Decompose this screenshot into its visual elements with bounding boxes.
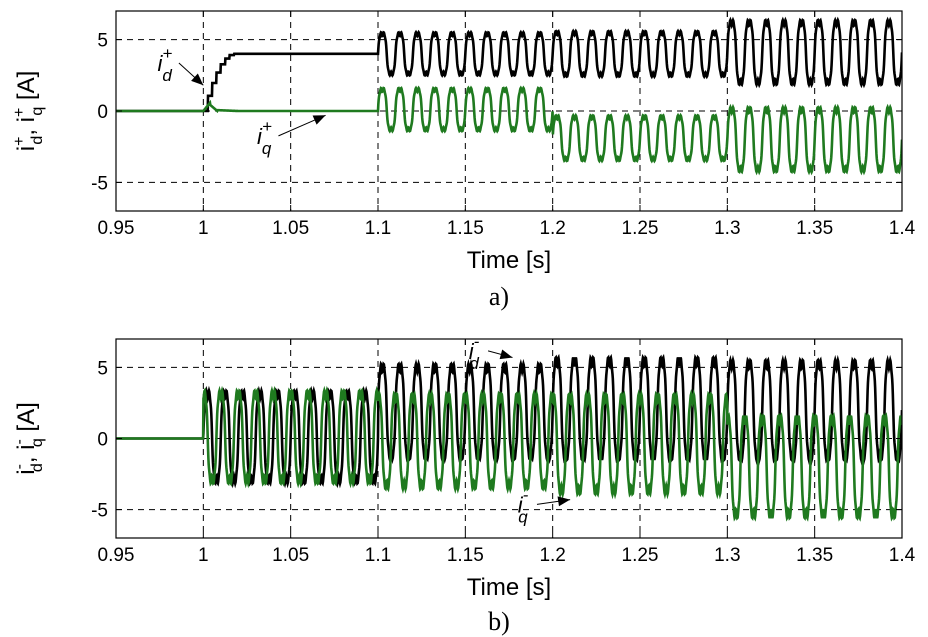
series-line-2	[116, 85, 902, 176]
x-tick-label: 1.4	[889, 218, 916, 239]
chart-panel-2: 0.95 1 1.05 1.1 1.15 1.2 1.25 1.3 1.35 1.4 -5 0 5 Tim…	[11, 332, 916, 636]
annotation-arrowhead	[312, 115, 326, 125]
x-tick-label: 1.3	[714, 545, 740, 566]
annotation-arrowhead	[191, 73, 204, 86]
y-axis-label: i+d, i+q [A]	[11, 71, 46, 152]
x-tick-label: 1.1	[365, 218, 391, 239]
panel-caption: b)	[488, 607, 510, 636]
series-line-1	[116, 353, 902, 489]
y-tick-label: 0	[97, 102, 108, 123]
x-tick-label: 1.05	[272, 218, 309, 239]
x-tick-label: 1.15	[447, 218, 484, 239]
y-axis-label: i-d, i-q [A]	[11, 402, 46, 475]
x-tick-label: 1.4	[889, 545, 916, 566]
series-line-1	[116, 16, 902, 113]
x-tick-label: 1.35	[796, 545, 833, 566]
chart-panel-1: 0.95 1 1.05 1.1 1.15 1.2 1.25 1.3 1.35 1.4 -5 0 5 Tim…	[11, 10, 916, 311]
x-tick-label: 1.2	[539, 545, 565, 566]
y-tick-label: -5	[91, 501, 108, 522]
x-tick-label: 1	[198, 218, 209, 239]
y-tick-label: 5	[97, 31, 108, 52]
y-tick-label: 0	[97, 430, 108, 451]
x-tick-label: 1.15	[447, 545, 484, 566]
x-tick-label: 1.25	[622, 545, 659, 566]
annotation-label-2: i+ q	[257, 117, 272, 158]
x-tick-label: 1.2	[539, 218, 565, 239]
annotation-label-1: i+ d	[157, 44, 172, 85]
x-tick-label: 1.05	[272, 545, 309, 566]
annotation-arrowhead	[557, 496, 571, 507]
x-tick-label: 0.95	[98, 218, 135, 239]
annotation-label-1: i-d	[469, 332, 480, 373]
x-tick-label: 1.25	[622, 218, 659, 239]
panel-caption: a)	[489, 282, 509, 311]
annotation-label-2: i-q	[518, 485, 529, 526]
x-axis-label: Time [s]	[467, 247, 551, 274]
x-tick-label: 0.95	[98, 545, 135, 566]
x-tick-label: 1.3	[714, 218, 740, 239]
x-axis-label: Time [s]	[467, 574, 551, 601]
x-tick-label: 1	[198, 545, 209, 566]
y-tick-label: -5	[91, 173, 108, 194]
y-tick-label: 5	[97, 358, 108, 379]
x-tick-label: 1.1	[365, 545, 391, 566]
series-line-2	[116, 385, 902, 522]
annotation-arrowhead	[499, 349, 513, 360]
x-tick-label: 1.35	[796, 218, 833, 239]
